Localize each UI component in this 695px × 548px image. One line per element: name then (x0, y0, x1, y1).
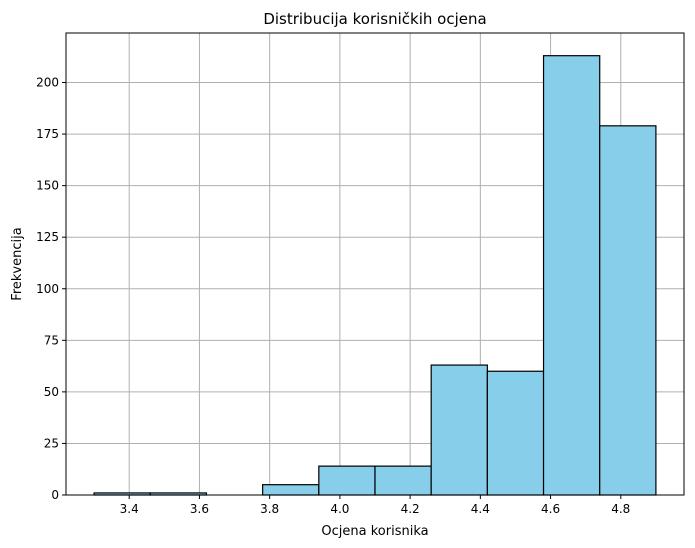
y-tick-label: 125 (36, 230, 59, 244)
x-tick-label: 4.6 (541, 502, 560, 516)
x-tick-label: 4.8 (611, 502, 630, 516)
y-tick-label: 100 (36, 282, 59, 296)
y-tick-label: 75 (44, 333, 59, 347)
histogram-bar (542, 55, 601, 496)
y-tick-label: 175 (36, 127, 59, 141)
y-axis-ticks: 0 25 50 75 100 125 150 175 200 (36, 76, 66, 502)
x-tick-label: 4.2 (401, 502, 420, 516)
histogram-bar (262, 484, 320, 496)
plot-area-frame (65, 32, 685, 496)
x-tick-label: 4.4 (471, 502, 490, 516)
y-tick-label: 50 (44, 385, 59, 399)
x-tick-label: 3.6 (190, 502, 209, 516)
y-tick-label: 150 (36, 179, 59, 193)
histogram-bar (486, 370, 545, 496)
histogram-bars (93, 55, 657, 496)
x-axis-label: Ocjena korisnika (321, 524, 428, 539)
x-axis-ticks: 3.4 3.6 3.8 4.0 4.2 4.4 4.6 4.8 (120, 495, 630, 516)
histogram-bar (318, 465, 376, 496)
x-tick-label: 4.0 (330, 502, 349, 516)
histogram-bar (430, 364, 488, 496)
y-axis-label: Frekvencija (10, 227, 25, 300)
y-tick-label: 0 (51, 488, 59, 502)
y-tick-label: 200 (36, 76, 59, 90)
histogram-bar (374, 465, 432, 496)
x-tick-label: 3.8 (260, 502, 279, 516)
chart-title: Distribucija korisničkih ocjena (263, 10, 486, 28)
histogram-bar (599, 125, 657, 496)
y-tick-label: 25 (44, 436, 59, 450)
x-tick-label: 3.4 (120, 502, 139, 516)
